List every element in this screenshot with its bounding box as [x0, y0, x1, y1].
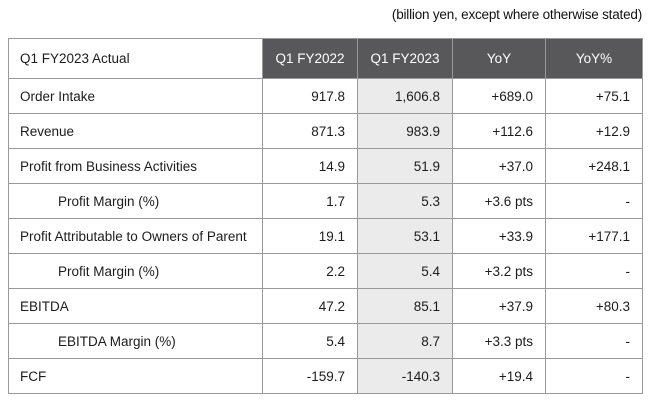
column-header-q1fy2023: Q1 FY2023	[357, 38, 453, 79]
value-cell: +3.3 pts	[452, 323, 546, 359]
value-cell: -159.7	[262, 358, 358, 394]
value-cell: 51.9	[357, 148, 453, 184]
value-cell: 2.2	[262, 253, 358, 289]
value-cell: +177.1	[545, 218, 643, 254]
value-cell: 1.7	[262, 183, 358, 219]
value-cell: 871.3	[262, 113, 358, 149]
table-row: Revenue 871.3 983.9 +112.6 +12.9	[8, 113, 643, 149]
column-header-yoy: YoY	[452, 38, 546, 79]
value-cell: +19.4	[452, 358, 546, 394]
value-cell: 5.4	[262, 323, 358, 359]
table-title-cell: Q1 FY2023 Actual	[8, 38, 263, 79]
column-header-q1fy2022: Q1 FY2022	[262, 38, 358, 79]
value-cell: 983.9	[357, 113, 453, 149]
row-label: EBITDA Margin (%)	[8, 323, 263, 359]
value-cell: +37.0	[452, 148, 546, 184]
value-cell: 5.3	[357, 183, 453, 219]
value-cell: -	[545, 323, 643, 359]
value-cell: -	[545, 358, 643, 394]
row-label: Profit Margin (%)	[8, 183, 263, 219]
units-note: (billion yen, except where otherwise sta…	[391, 7, 642, 22]
value-cell: -140.3	[357, 358, 453, 394]
value-cell: 85.1	[357, 288, 453, 324]
table-row: Profit Margin (%) 1.7 5.3 +3.6 pts -	[8, 183, 643, 219]
value-cell: +75.1	[545, 78, 643, 114]
row-label: Profit from Business Activities	[8, 148, 263, 184]
table-row: FCF -159.7 -140.3 +19.4-	[8, 358, 643, 394]
row-label: Order Intake	[8, 78, 263, 114]
table-row: EBITDA Margin (%) 5.4 8.7 +3.3 pts -	[8, 323, 643, 359]
value-cell: +3.6 pts	[452, 183, 546, 219]
table-row: Profit Attributable to Owners of Parent 1…	[8, 218, 643, 254]
value-cell: +112.6	[452, 113, 546, 149]
value-cell: +689.0	[452, 78, 546, 114]
value-cell: 5.4	[357, 253, 453, 289]
value-cell: 8.7	[357, 323, 453, 359]
value-cell: 19.1	[262, 218, 358, 254]
value-cell: -	[545, 253, 643, 289]
value-cell: +33.9	[452, 218, 546, 254]
table-row: Order Intake 917.8 1,606.8 +689.0 +75.1	[8, 78, 643, 114]
financial-results-table: Q1 FY2023 Actual Q1 FY2022 Q1 FY2023 YoY…	[8, 38, 643, 394]
value-cell: +248.1	[545, 148, 643, 184]
row-label: EBITDA	[8, 288, 263, 324]
row-label: FCF	[8, 358, 263, 394]
column-header-yoy-percent: YoY%	[545, 38, 643, 79]
value-cell: 917.8	[262, 78, 358, 114]
value-cell: 1,606.8	[357, 78, 453, 114]
table-row: EBITDA 47.2 85.1 +37.9 +80.3	[8, 288, 643, 324]
table-row: Profit from Business Activities 14.9 51.9 +…	[8, 148, 643, 184]
value-cell: 47.2	[262, 288, 358, 324]
value-cell: +80.3	[545, 288, 643, 324]
value-cell: +3.2 pts	[452, 253, 546, 289]
row-label: Profit Attributable to Owners of Parent	[8, 218, 263, 254]
table-row: Profit Margin (%) 2.2 5.4 +3.2 pts -	[8, 253, 643, 289]
value-cell: 14.9	[262, 148, 358, 184]
value-cell: 53.1	[357, 218, 453, 254]
row-label: Profit Margin (%)	[8, 253, 263, 289]
value-cell: +37.9	[452, 288, 546, 324]
value-cell: -	[545, 183, 643, 219]
header-row: Q1 FY2023 Actual Q1 FY2022 Q1 FY2023 YoY…	[8, 38, 643, 79]
row-label: Revenue	[8, 113, 263, 149]
value-cell: +12.9	[545, 113, 643, 149]
